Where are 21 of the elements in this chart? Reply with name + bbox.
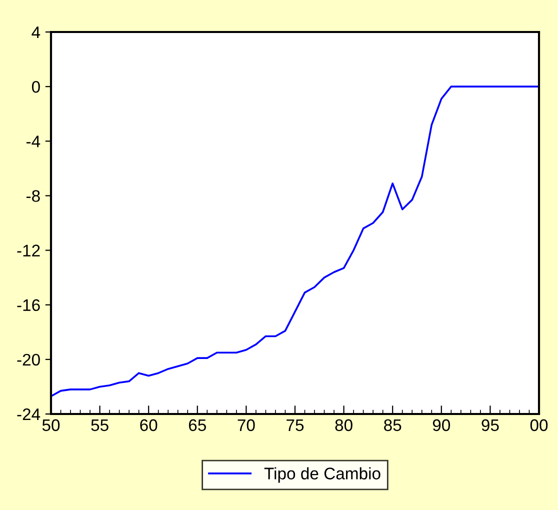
x-tick-label: 55 bbox=[91, 419, 108, 432]
y-tick-label: -20 bbox=[17, 354, 40, 366]
x-tick-label: 75 bbox=[286, 419, 304, 432]
legend-label: Tipo de Cambio bbox=[264, 467, 380, 483]
x-tick-label: 90 bbox=[432, 419, 450, 432]
x-tick-label: 80 bbox=[335, 419, 352, 432]
y-tick-label: -12 bbox=[17, 244, 40, 256]
x-tick-label: 65 bbox=[188, 419, 206, 432]
y-tick-label: 4 bbox=[32, 26, 40, 38]
y-tick-label: -4 bbox=[26, 136, 40, 148]
x-tick-label: 85 bbox=[384, 419, 402, 432]
x-tick-label: 60 bbox=[140, 419, 158, 432]
x-tick-label: 50 bbox=[42, 419, 60, 432]
x-tick-label: 70 bbox=[238, 419, 255, 432]
x-tick-label: 95 bbox=[482, 419, 499, 432]
y-tick-label: -16 bbox=[17, 299, 40, 312]
y-tick-label: -24 bbox=[17, 408, 40, 420]
y-tick-label: -8 bbox=[26, 190, 40, 202]
x-tick-label: 00 bbox=[530, 419, 548, 432]
y-tick-label: 0 bbox=[32, 80, 40, 93]
line-series bbox=[51, 86, 539, 398]
